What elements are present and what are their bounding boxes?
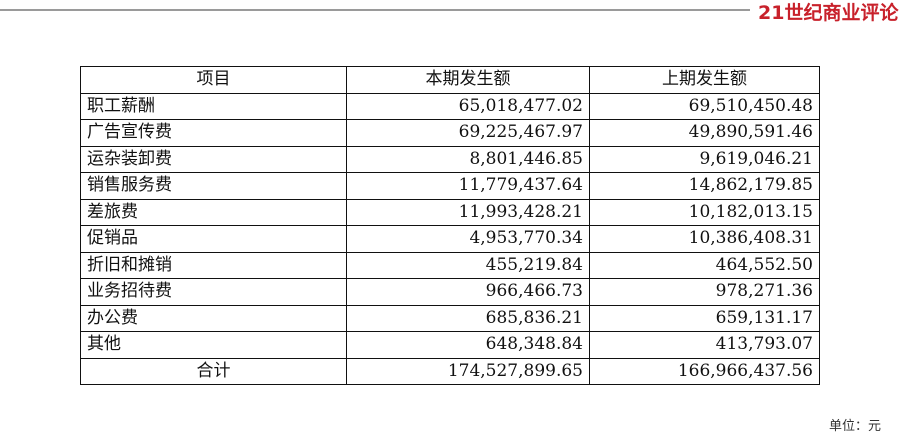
table-row: 其他 648,348.84 413,793.07: [80, 331, 820, 359]
header-previous-period: 上期发生额: [589, 66, 820, 94]
cell-previous: 14,862,179.85: [589, 172, 820, 200]
cell-previous: 49,890,591.46: [589, 119, 820, 147]
total-row: 合计 174,527,899.65 166,966,437.56: [80, 357, 820, 385]
table-row: 促销品 4,953,770.34 10,386,408.31: [80, 225, 820, 253]
cell-item: 差旅费: [80, 198, 347, 226]
header-item: 项目: [80, 66, 347, 94]
cell-item: 运杂装卸费: [80, 145, 347, 173]
table-header-row: 项目 本期发生额 上期发生额: [80, 66, 820, 94]
publication-logo: 21世纪商业评论: [758, 2, 899, 24]
cell-item: 其他: [80, 331, 347, 359]
cell-current: 4,953,770.34: [346, 225, 590, 253]
cell-previous: 464,552.50: [589, 251, 820, 279]
table-row: 差旅费 11,993,428.21 10,182,013.15: [80, 198, 820, 226]
cell-current: 11,779,437.64: [346, 172, 590, 200]
header-divider: [0, 9, 750, 11]
unit-note: 单位：元: [828, 419, 881, 434]
table-row: 销售服务费 11,779,437.64 14,862,179.85: [80, 172, 820, 200]
cell-item: 折旧和摊销: [80, 251, 347, 279]
cell-previous: 10,182,013.15: [589, 198, 820, 226]
table-row: 折旧和摊销 455,219.84 464,552.50: [80, 251, 820, 279]
cell-current: 65,018,477.02: [346, 92, 590, 120]
cell-previous: 69,510,450.48: [589, 92, 820, 120]
expense-table: 项目 本期发生额 上期发生额 职工薪酬 65,018,477.02 69,510,4…: [80, 66, 820, 385]
total-previous: 166,966,437.56: [589, 357, 820, 385]
table-row: 广告宣传费 69,225,467.97 49,890,591.46: [80, 119, 820, 147]
cell-previous: 413,793.07: [589, 331, 820, 359]
cell-current: 11,993,428.21: [346, 198, 590, 226]
table-row: 业务招待费 966,466.73 978,271.36: [80, 278, 820, 306]
cell-current: 648,348.84: [346, 331, 590, 359]
cell-previous: 9,619,046.21: [589, 145, 820, 173]
cell-item: 业务招待费: [80, 278, 347, 306]
total-item: 合计: [80, 357, 347, 385]
total-current: 174,527,899.65: [346, 357, 590, 385]
cell-current: 69,225,467.97: [346, 119, 590, 147]
cell-current: 8,801,446.85: [346, 145, 590, 173]
cell-previous: 659,131.17: [589, 304, 820, 332]
cell-previous: 978,271.36: [589, 278, 820, 306]
table-row: 运杂装卸费 8,801,446.85 9,619,046.21: [80, 145, 820, 173]
cell-current: 685,836.21: [346, 304, 590, 332]
table-row: 职工薪酬 65,018,477.02 69,510,450.48: [80, 92, 820, 120]
cell-item: 职工薪酬: [80, 92, 347, 120]
cell-item: 广告宣传费: [80, 119, 347, 147]
cell-item: 办公费: [80, 304, 347, 332]
cell-current: 966,466.73: [346, 278, 590, 306]
cell-item: 促销品: [80, 225, 347, 253]
table-row: 办公费 685,836.21 659,131.17: [80, 304, 820, 332]
header-current-period: 本期发生额: [346, 66, 590, 94]
cell-item: 销售服务费: [80, 172, 347, 200]
cell-current: 455,219.84: [346, 251, 590, 279]
cell-previous: 10,386,408.31: [589, 225, 820, 253]
